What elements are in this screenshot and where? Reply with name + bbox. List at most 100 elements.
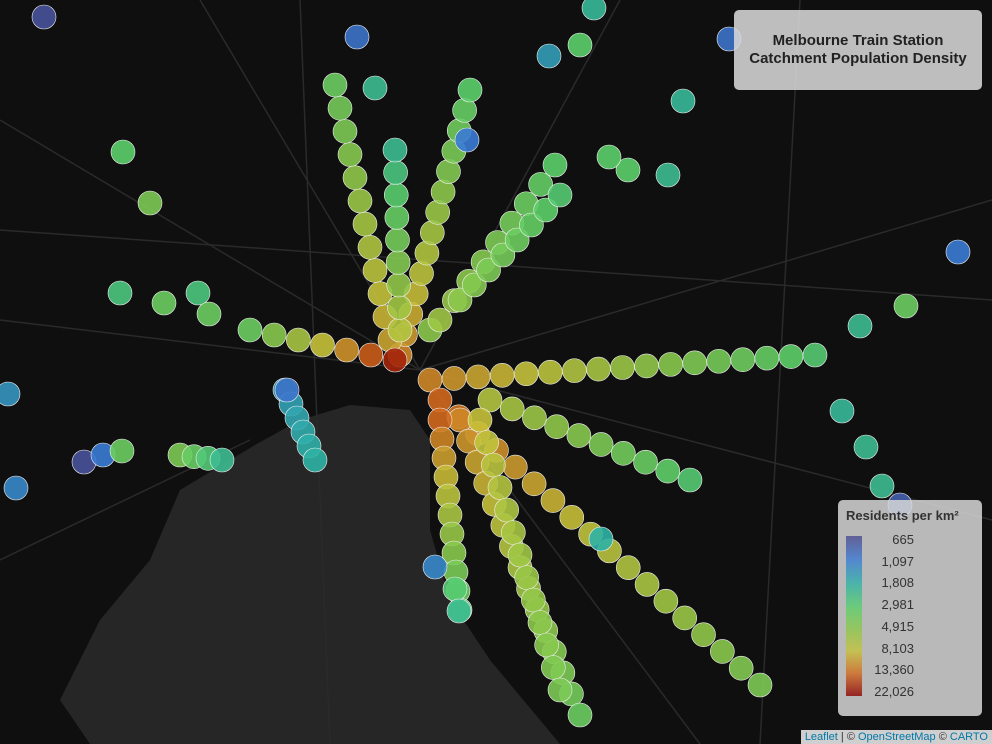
attribution-link[interactable]: OpenStreetMap	[858, 731, 936, 743]
station-marker[interactable]	[387, 295, 412, 320]
station-marker[interactable]	[611, 441, 636, 466]
station-marker[interactable]	[387, 317, 413, 343]
station-marker[interactable]	[672, 605, 698, 631]
station-marker[interactable]	[383, 160, 408, 185]
station-marker[interactable]	[454, 127, 480, 153]
station-marker[interactable]	[382, 137, 408, 163]
station-marker[interactable]	[507, 542, 533, 568]
station-marker[interactable]	[386, 272, 412, 298]
station-marker[interactable]	[109, 438, 135, 464]
station-marker[interactable]	[528, 172, 553, 197]
station-marker[interactable]	[514, 565, 539, 590]
station-marker[interactable]	[754, 345, 780, 371]
station-marker[interactable]	[383, 182, 409, 208]
station-marker[interactable]	[730, 347, 756, 372]
station-marker[interactable]	[596, 144, 622, 170]
station-marker[interactable]	[457, 77, 483, 103]
station-marker[interactable]	[728, 655, 754, 681]
station-marker[interactable]	[334, 337, 359, 363]
attribution-link[interactable]: Leaflet	[804, 731, 838, 743]
station-marker[interactable]	[615, 157, 641, 183]
station-marker[interactable]	[893, 293, 919, 319]
station-marker[interactable]	[327, 95, 353, 121]
station-marker[interactable]	[494, 497, 519, 523]
station-marker[interactable]	[586, 356, 611, 382]
station-marker[interactable]	[655, 458, 681, 484]
station-marker[interactable]	[802, 342, 828, 368]
station-marker[interactable]	[446, 598, 472, 624]
station-marker[interactable]	[542, 152, 568, 178]
station-marker[interactable]	[477, 387, 503, 413]
station-marker[interactable]	[521, 587, 546, 613]
station-marker[interactable]	[634, 353, 659, 379]
station-marker[interactable]	[31, 4, 57, 30]
station-marker[interactable]	[382, 347, 408, 373]
station-marker[interactable]	[310, 332, 335, 358]
station-marker[interactable]	[540, 488, 566, 513]
station-marker[interactable]	[357, 234, 383, 260]
station-marker[interactable]	[527, 610, 553, 635]
station-marker[interactable]	[566, 423, 592, 448]
station-marker[interactable]	[710, 639, 735, 664]
station-marker[interactable]	[196, 301, 222, 327]
station-marker[interactable]	[581, 0, 607, 21]
station-marker[interactable]	[633, 449, 658, 475]
station-marker[interactable]	[677, 467, 703, 493]
station-marker[interactable]	[547, 182, 573, 208]
station-marker[interactable]	[670, 88, 696, 114]
station-marker[interactable]	[352, 211, 378, 237]
station-marker[interactable]	[441, 366, 467, 391]
station-marker[interactable]	[384, 205, 410, 230]
station-marker[interactable]	[436, 159, 461, 184]
station-marker[interactable]	[274, 377, 300, 403]
station-marker[interactable]	[110, 139, 136, 165]
station-marker[interactable]	[344, 24, 370, 50]
station-marker[interactable]	[465, 364, 491, 390]
station-marker[interactable]	[452, 98, 477, 123]
station-marker[interactable]	[706, 348, 732, 374]
station-marker[interactable]	[487, 475, 513, 500]
station-marker[interactable]	[691, 622, 716, 648]
station-marker[interactable]	[538, 359, 563, 385]
station-marker[interactable]	[536, 43, 562, 69]
station-marker[interactable]	[869, 473, 895, 499]
station-marker[interactable]	[332, 119, 358, 144]
station-marker[interactable]	[385, 250, 411, 275]
station-marker[interactable]	[302, 447, 328, 473]
station-marker[interactable]	[682, 350, 707, 376]
station-marker[interactable]	[658, 352, 683, 377]
station-marker[interactable]	[567, 32, 593, 58]
station-marker[interactable]	[0, 381, 21, 407]
station-marker[interactable]	[501, 520, 526, 545]
station-marker[interactable]	[499, 396, 525, 422]
station-marker[interactable]	[151, 290, 177, 316]
station-marker[interactable]	[562, 358, 587, 383]
station-marker[interactable]	[544, 414, 569, 439]
station-marker[interactable]	[427, 307, 453, 333]
station-marker[interactable]	[853, 434, 879, 460]
station-marker[interactable]	[502, 454, 528, 480]
station-marker[interactable]	[237, 317, 263, 343]
station-marker[interactable]	[342, 165, 368, 191]
station-marker[interactable]	[615, 555, 641, 580]
station-marker[interactable]	[322, 72, 348, 98]
station-marker[interactable]	[513, 361, 539, 387]
station-marker[interactable]	[442, 576, 468, 602]
station-marker[interactable]	[362, 258, 388, 283]
station-marker[interactable]	[467, 407, 493, 433]
station-marker[interactable]	[634, 572, 660, 597]
station-marker[interactable]	[425, 200, 450, 225]
station-marker[interactable]	[362, 75, 388, 101]
station-marker[interactable]	[337, 142, 363, 167]
station-marker[interactable]	[829, 398, 855, 424]
station-marker[interactable]	[474, 430, 499, 455]
attribution-link[interactable]: CARTO	[949, 731, 988, 743]
station-marker[interactable]	[261, 322, 287, 348]
station-marker[interactable]	[547, 677, 573, 703]
station-marker[interactable]	[489, 363, 515, 388]
station-marker[interactable]	[209, 447, 235, 473]
station-marker[interactable]	[567, 702, 593, 728]
station-marker[interactable]	[945, 239, 971, 265]
station-marker[interactable]	[430, 179, 456, 205]
station-marker[interactable]	[409, 261, 434, 286]
